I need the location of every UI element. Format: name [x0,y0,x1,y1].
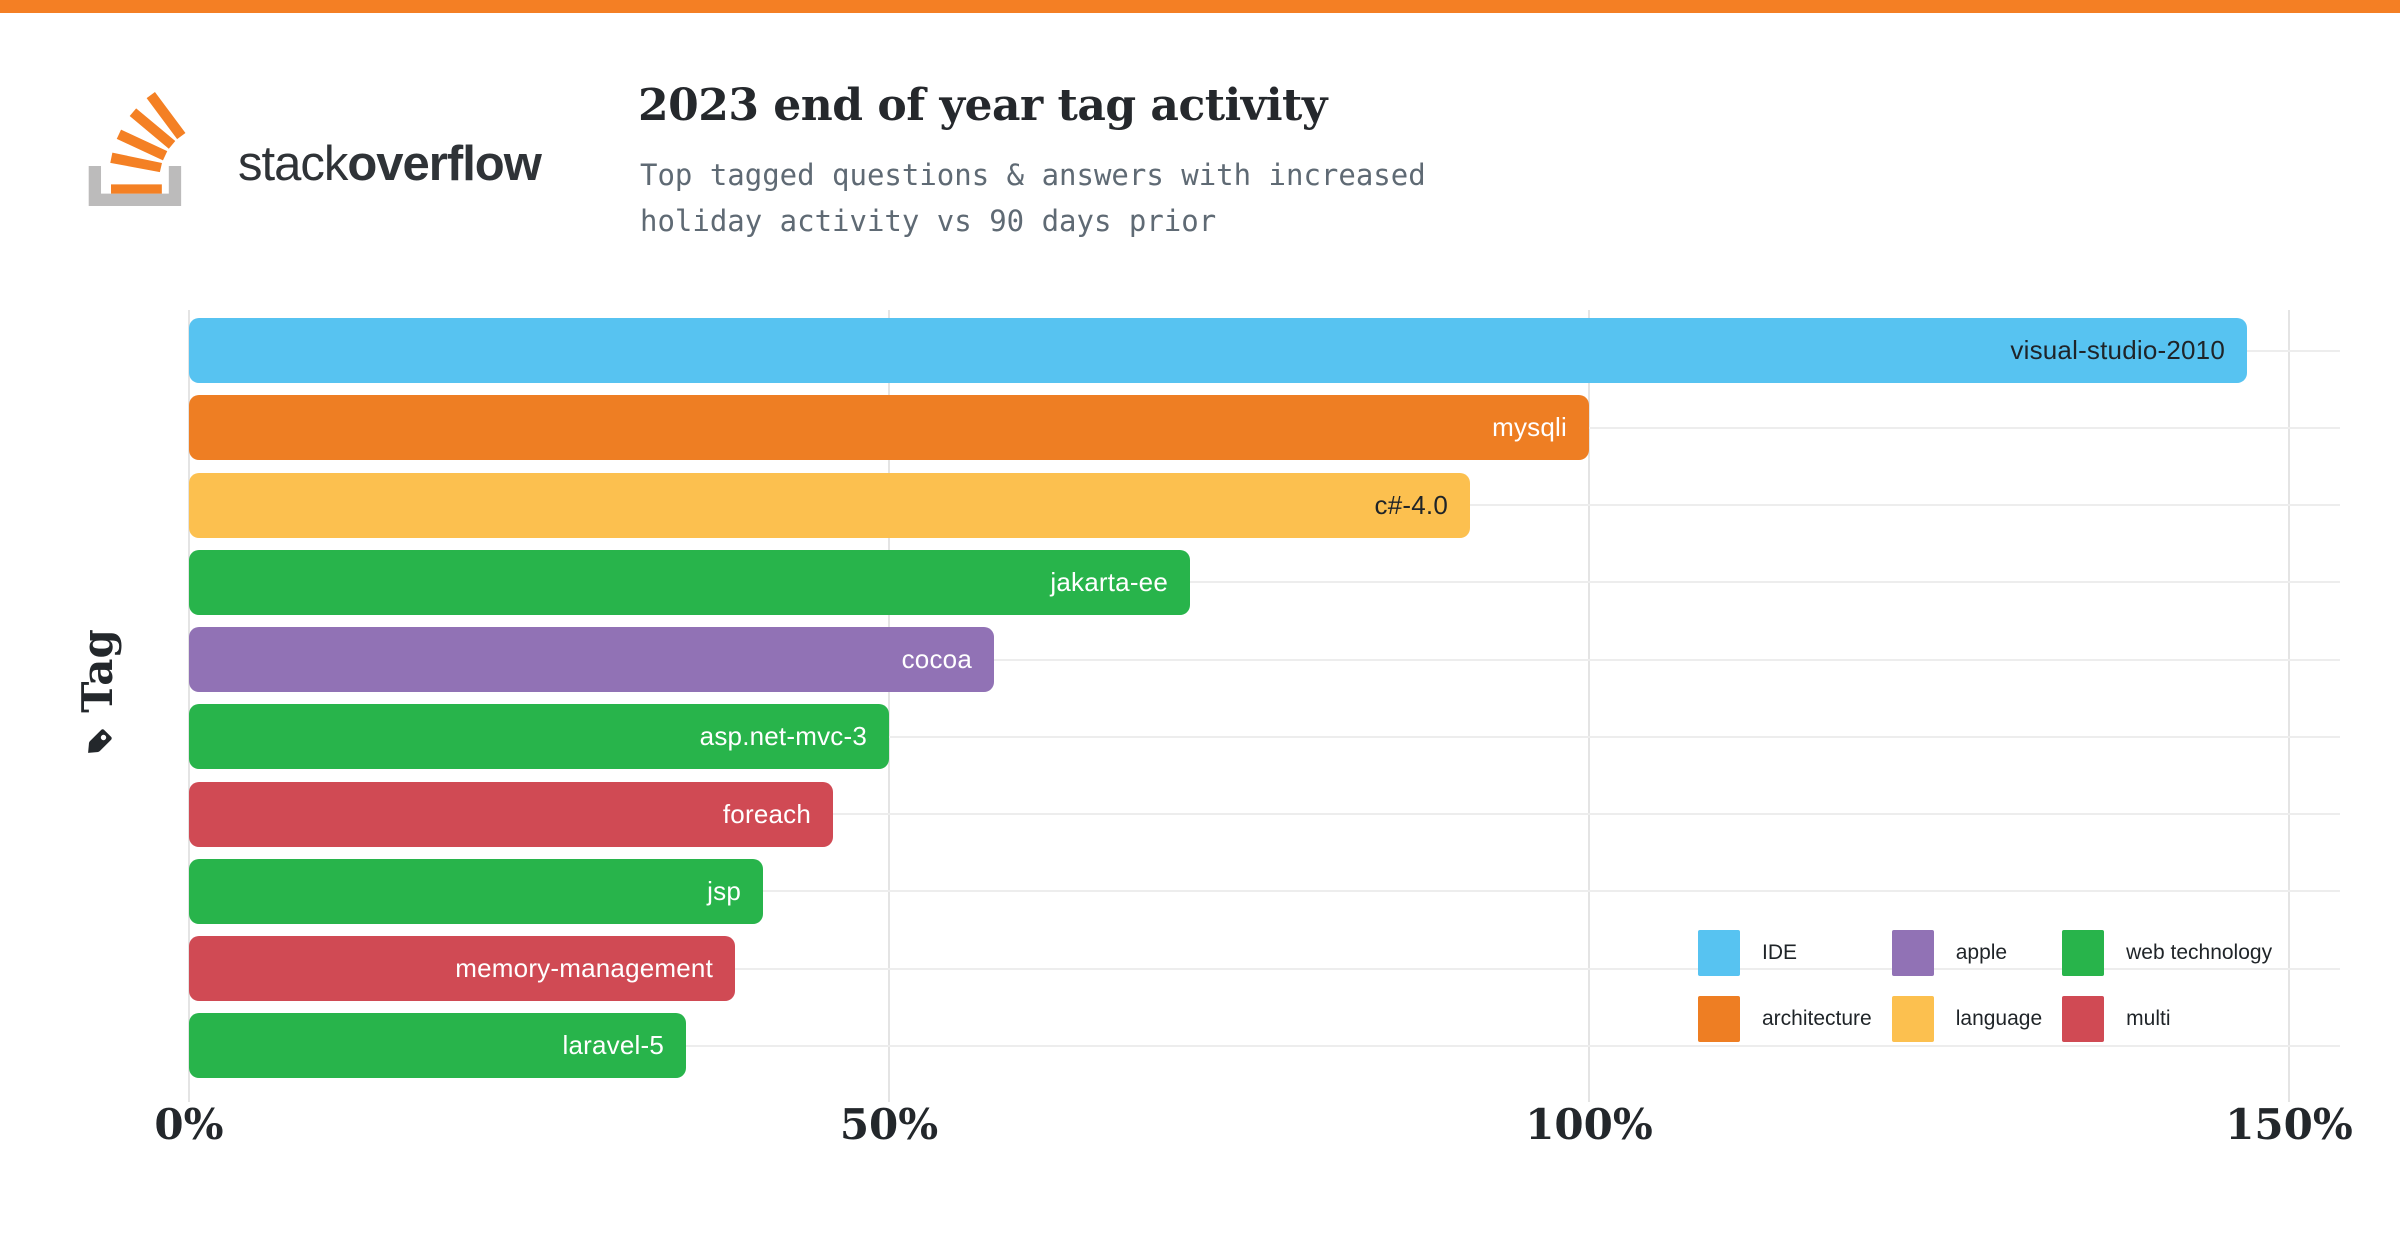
wordmark-overflow: overflow [347,137,541,191]
bar-label: laravel-5 [562,1030,664,1061]
row-gridline [189,735,2340,738]
bar-label: asp.net-mvc-3 [699,721,867,752]
legend-swatch [1698,996,1740,1042]
bar-cocoa: cocoa [189,627,994,692]
bar-label: visual-studio-2010 [2010,335,2225,365]
legend-item-apple: apple [1891,930,2042,976]
x-tick-label-100%: 100% [1525,1100,1653,1149]
row-gridline [189,658,2340,661]
bar-label: mysqli [1492,412,1567,443]
bar-laravel-5: laravel-5 [189,1013,686,1079]
chart-legend: IDE apple web technology architecture langua… [1698,930,2272,1042]
legend-label: language [1955,1007,2043,1030]
legend-item-IDE: IDE [1698,930,1872,976]
chart-subtitle: Top tagged questions & answers with incr… [640,158,1426,238]
legend-label: architecture [1762,1007,1872,1030]
bar-c#-4.0: c#-4.0 [189,472,1470,538]
bar-memory-management: memory-management [189,936,735,1001]
top-accent-bar [0,0,2400,13]
x-tick-label-50%: 50% [839,1100,939,1149]
y-axis-label-text: Tag [72,629,122,713]
bar-label: cocoa [901,644,972,674]
bar-label: memory-management [455,953,713,983]
tag-icon [88,729,112,753]
wordmark-stack: stack [238,137,348,191]
chart-title: 2023 end of year tag activity [638,80,1327,131]
bar-label: jakarta-ee [1050,566,1168,597]
bar-chart-plot-area: visual-studio-2010 mysqli c#-4.0 jakarta-ee… [188,310,2340,1102]
gridline-150% [2288,310,2290,1102]
bar-mysqli: mysqli [189,395,1589,461]
bar-label: c#-4.0 [1374,489,1448,520]
gridline-0% [188,310,190,1102]
legend-item-language: language [1891,996,2043,1042]
bar-label: foreach [722,798,811,829]
bar-jakarta-ee: jakarta-ee [189,549,1190,615]
legend-label: multi [2126,1007,2171,1030]
legend-swatch [1891,996,1934,1042]
row-gridline [189,967,2340,970]
x-tick-label-0%: 0% [154,1100,224,1149]
legend-item-multi: multi [2062,996,2272,1042]
gridline-100% [1588,310,1590,1102]
stack-overflow-logo-icon [88,92,186,206]
x-tick-label-150%: 150% [2225,1100,2353,1149]
bar-visual-studio-2010: visual-studio-2010 [189,318,2247,383]
row-gridline [189,1044,2340,1047]
legend-label: web technology [2126,941,2273,964]
legend-swatch [1698,930,1740,976]
bar-foreach: foreach [189,781,833,847]
bar-asp.net-mvc-3: asp.net-mvc-3 [189,704,889,770]
legend-swatch [2062,996,2105,1042]
legend-swatch [2062,930,2105,976]
legend-item-architecture: architecture [1698,996,1872,1042]
gridline-50% [888,310,890,1102]
bar-label: jsp [707,875,741,906]
bar-jsp: jsp [189,858,763,924]
row-gridline [189,890,2340,893]
stack-overflow-wordmark: stackoverflow [238,136,542,192]
row-gridline [189,581,2340,584]
legend-label: apple [1955,941,2008,964]
row-gridline [189,813,2340,815]
legend-item-web-technology: web technology [2062,930,2272,976]
y-axis-label: Tag [12,585,182,805]
legend-swatch [1891,930,1934,976]
legend-label: IDE [1762,941,1798,964]
